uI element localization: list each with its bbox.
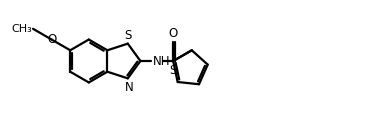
Text: O: O: [47, 33, 56, 46]
Text: N: N: [125, 81, 134, 94]
Text: S: S: [124, 29, 131, 42]
Text: S: S: [169, 64, 177, 77]
Text: O: O: [169, 27, 178, 40]
Text: CH₃: CH₃: [11, 24, 32, 34]
Text: NH: NH: [153, 55, 170, 67]
